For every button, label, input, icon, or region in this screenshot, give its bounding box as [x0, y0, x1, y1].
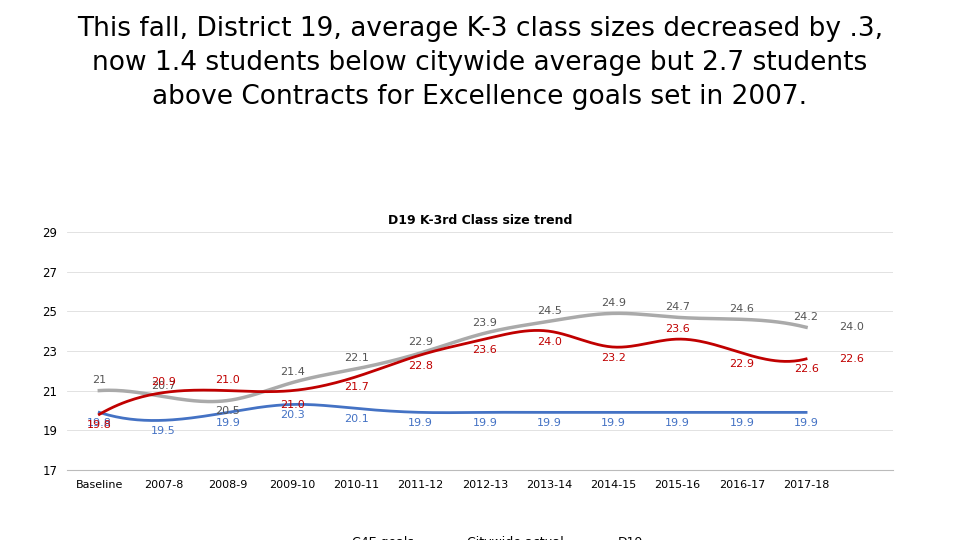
Text: 19.5: 19.5	[151, 426, 176, 436]
Text: 23.6: 23.6	[665, 323, 690, 334]
Text: 19.8: 19.8	[87, 420, 111, 430]
Text: 21.0: 21.0	[279, 400, 304, 409]
Text: 24.5: 24.5	[537, 306, 562, 316]
Text: 22.1: 22.1	[344, 353, 369, 363]
Text: 19.8: 19.8	[87, 418, 111, 428]
Text: 20.7: 20.7	[151, 381, 176, 391]
Text: 19.9: 19.9	[794, 418, 819, 428]
Text: 19.9: 19.9	[215, 418, 240, 428]
Text: 20.1: 20.1	[344, 414, 369, 424]
Title: D19 K-3rd Class size trend: D19 K-3rd Class size trend	[388, 214, 572, 227]
Text: 19.9: 19.9	[730, 418, 755, 428]
Text: 22.6: 22.6	[794, 364, 819, 374]
Text: 23.2: 23.2	[601, 353, 626, 362]
Text: 21: 21	[92, 375, 107, 385]
Text: This fall, District 19, average K-3 class sizes decreased by .3,
now 1.4 student: This fall, District 19, average K-3 clas…	[77, 16, 883, 110]
Legend: C4E goals, Citywide actual, D19: C4E goals, Citywide actual, D19	[312, 531, 648, 540]
Text: 21.0: 21.0	[215, 375, 240, 385]
Text: 20.9: 20.9	[151, 377, 176, 387]
Text: 19.9: 19.9	[601, 418, 626, 428]
Text: 24.0: 24.0	[537, 337, 562, 347]
Text: 20.5: 20.5	[215, 406, 240, 416]
Text: 22.6: 22.6	[839, 354, 864, 364]
Text: 23.9: 23.9	[472, 318, 497, 328]
Text: 24.2: 24.2	[794, 312, 819, 322]
Text: 19.9: 19.9	[665, 418, 690, 428]
Text: 20.3: 20.3	[279, 410, 304, 420]
Text: 22.8: 22.8	[408, 361, 433, 370]
Text: 24.7: 24.7	[665, 302, 690, 312]
Text: 19.9: 19.9	[408, 418, 433, 428]
Text: 19.9: 19.9	[472, 418, 497, 428]
Text: 23.6: 23.6	[472, 345, 497, 355]
Text: 24.0: 24.0	[839, 322, 864, 332]
Text: 24.6: 24.6	[730, 304, 755, 314]
Text: 22.9: 22.9	[730, 359, 755, 368]
Text: 19.9: 19.9	[537, 418, 562, 428]
Text: 22.9: 22.9	[408, 338, 433, 347]
Text: 24.9: 24.9	[601, 298, 626, 308]
Text: 21.7: 21.7	[344, 382, 369, 392]
Text: 21.4: 21.4	[279, 367, 304, 377]
